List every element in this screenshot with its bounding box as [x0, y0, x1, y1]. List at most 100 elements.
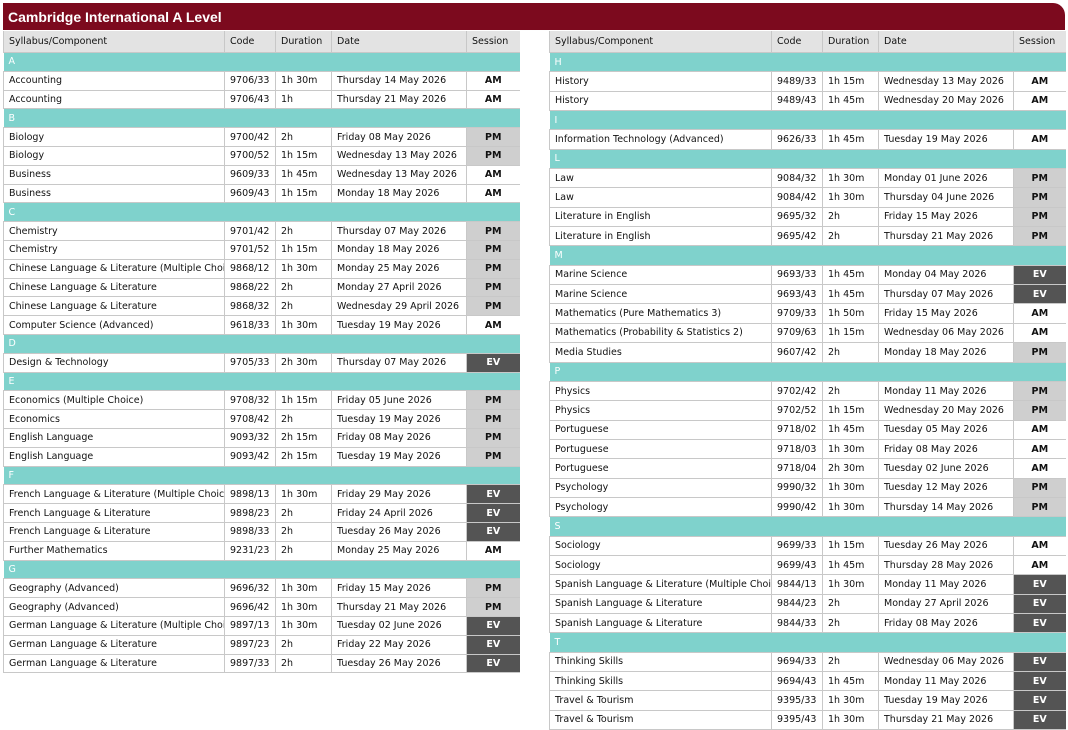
date: Wednesday 13 May 2026	[878, 71, 1014, 92]
session: AM	[1013, 129, 1066, 150]
column-header: Date	[878, 31, 1014, 53]
duration: 1h 15m	[275, 240, 332, 260]
syllabus: Biology	[3, 146, 225, 166]
exam-row: Economics (Multiple Choice) 9708/32 1h 15m…	[3, 390, 520, 411]
duration: 1h 45m	[822, 129, 879, 150]
exam-row: Portuguese 9718/04 2h 30m Tuesday 02 June 2…	[549, 458, 1066, 479]
syllabus: Literature in English	[549, 207, 772, 228]
syllabus: Marine Science	[549, 265, 772, 286]
letter-row: P	[549, 362, 1066, 382]
letter-heading: L	[549, 149, 1066, 170]
date: Thursday 21 May 2026	[878, 710, 1014, 730]
date: Monday 11 May 2026	[878, 381, 1014, 402]
duration: 1h 50m	[822, 303, 879, 324]
date: Monday 01 June 2026	[878, 168, 1014, 189]
schedule-table: Syllabus/Component Code Duration Date Sessio…	[549, 31, 1066, 730]
letter-row: H	[549, 52, 1066, 73]
code: 9868/22	[224, 278, 276, 298]
code: 9489/33	[771, 71, 823, 92]
exam-row: Portuguese 9718/02 1h 45m Tuesday 05 May 20…	[549, 420, 1066, 440]
exam-row: Portuguese 9718/03 1h 30m Friday 08 May 202…	[549, 439, 1066, 460]
exam-row: Travel & Tourism 9395/33 1h 30m Tuesday 19 …	[549, 690, 1066, 711]
session: AM	[1013, 536, 1066, 556]
letter-heading: A	[3, 52, 520, 72]
duration: 1h 30m	[275, 484, 332, 505]
duration: 1h 15m	[275, 184, 332, 204]
date: Friday 15 May 2026	[878, 303, 1014, 324]
exam-row: German Language & Literature 9897/33 2h Tue…	[3, 654, 520, 674]
duration: 1h 30m	[822, 478, 879, 498]
code: 9696/32	[224, 578, 276, 599]
code: 9395/33	[771, 690, 823, 711]
exam-row: English Language 9093/42 2h 15m Tuesday 19 …	[3, 447, 520, 467]
syllabus: Literature in English	[549, 226, 772, 247]
syllabus: Travel & Tourism	[549, 690, 772, 711]
syllabus: Accounting	[3, 90, 225, 110]
date: Friday 08 May 2026	[878, 613, 1014, 634]
syllabus: Physics	[549, 400, 772, 421]
syllabus: Physics	[549, 381, 772, 402]
letter-heading: S	[549, 516, 1066, 537]
date: Friday 22 May 2026	[331, 635, 467, 655]
duration: 1h 30m	[275, 71, 332, 91]
exam-row: Geography (Advanced) 9696/32 1h 30m Friday …	[3, 578, 520, 599]
date: Wednesday 29 April 2026	[331, 296, 467, 317]
date: Friday 05 June 2026	[331, 390, 467, 411]
exam-row: French Language & Literature 9898/33 2h Tue…	[3, 522, 520, 542]
exam-row: Economics 9708/42 2h Tuesday 19 May 2026 PM	[3, 409, 520, 429]
session: EV	[1013, 652, 1066, 673]
syllabus: Chinese Language & Literature (Multiple …	[3, 259, 225, 279]
date: Friday 15 May 2026	[878, 207, 1014, 228]
code: 9693/33	[771, 265, 823, 286]
column-header: Duration	[275, 31, 332, 53]
session: EV	[1013, 690, 1066, 711]
date: Thursday 21 May 2026	[878, 226, 1014, 247]
code: 9897/13	[224, 616, 276, 636]
session: PM	[466, 578, 520, 599]
code: 9695/42	[771, 226, 823, 247]
date: Monday 18 May 2026	[331, 240, 467, 260]
duration: 2h	[275, 296, 332, 317]
exam-row: Media Studies 9607/42 2h Monday 18 May 2026…	[549, 342, 1066, 363]
syllabus: Thinking Skills	[549, 671, 772, 692]
duration: 1h 30m	[275, 616, 332, 636]
syllabus: Business	[3, 184, 225, 204]
column-header: Syllabus/Component	[549, 31, 772, 53]
header-row: Syllabus/Component Code Duration Date Sessio…	[3, 31, 520, 53]
duration: 2h	[275, 654, 332, 674]
syllabus: Marine Science	[549, 284, 772, 305]
date: Thursday 14 May 2026	[331, 71, 467, 91]
exam-row: Spanish Language & Literature (Multiple …	[549, 574, 1066, 595]
duration: 1h 45m	[822, 284, 879, 305]
code: 9868/32	[224, 296, 276, 317]
code: 9709/33	[771, 303, 823, 324]
letter-row: G	[3, 560, 520, 580]
code: 9609/33	[224, 165, 276, 185]
letter-heading: M	[549, 245, 1066, 266]
duration: 1h 30m	[275, 315, 332, 335]
date: Friday 08 May 2026	[878, 439, 1014, 460]
duration: 2h 30m	[275, 353, 332, 373]
session: PM	[466, 221, 520, 241]
code: 9990/32	[771, 478, 823, 498]
date: Tuesday 12 May 2026	[878, 478, 1014, 498]
duration: 2h	[822, 594, 879, 614]
exam-row: Accounting 9706/43 1h Thursday 21 May 2026 A…	[3, 90, 520, 110]
code: 9695/32	[771, 207, 823, 228]
code: 9708/32	[224, 390, 276, 411]
duration: 1h 30m	[822, 574, 879, 595]
syllabus: Information Technology (Advanced)	[549, 129, 772, 150]
duration: 2h 15m	[275, 428, 332, 448]
exam-row: Travel & Tourism 9395/43 1h 30m Thursday 21…	[549, 710, 1066, 730]
duration: 1h 30m	[822, 690, 879, 711]
duration: 1h 30m	[275, 578, 332, 599]
session: PM	[466, 296, 520, 317]
exam-row: Sociology 9699/43 1h 45m Thursday 28 May 20…	[549, 555, 1066, 576]
syllabus: Sociology	[549, 555, 772, 576]
session: AM	[1013, 439, 1066, 460]
duration: 1h 30m	[275, 259, 332, 279]
syllabus: Biology	[3, 127, 225, 147]
syllabus: Accounting	[3, 71, 225, 91]
letter-heading: H	[549, 52, 1066, 73]
